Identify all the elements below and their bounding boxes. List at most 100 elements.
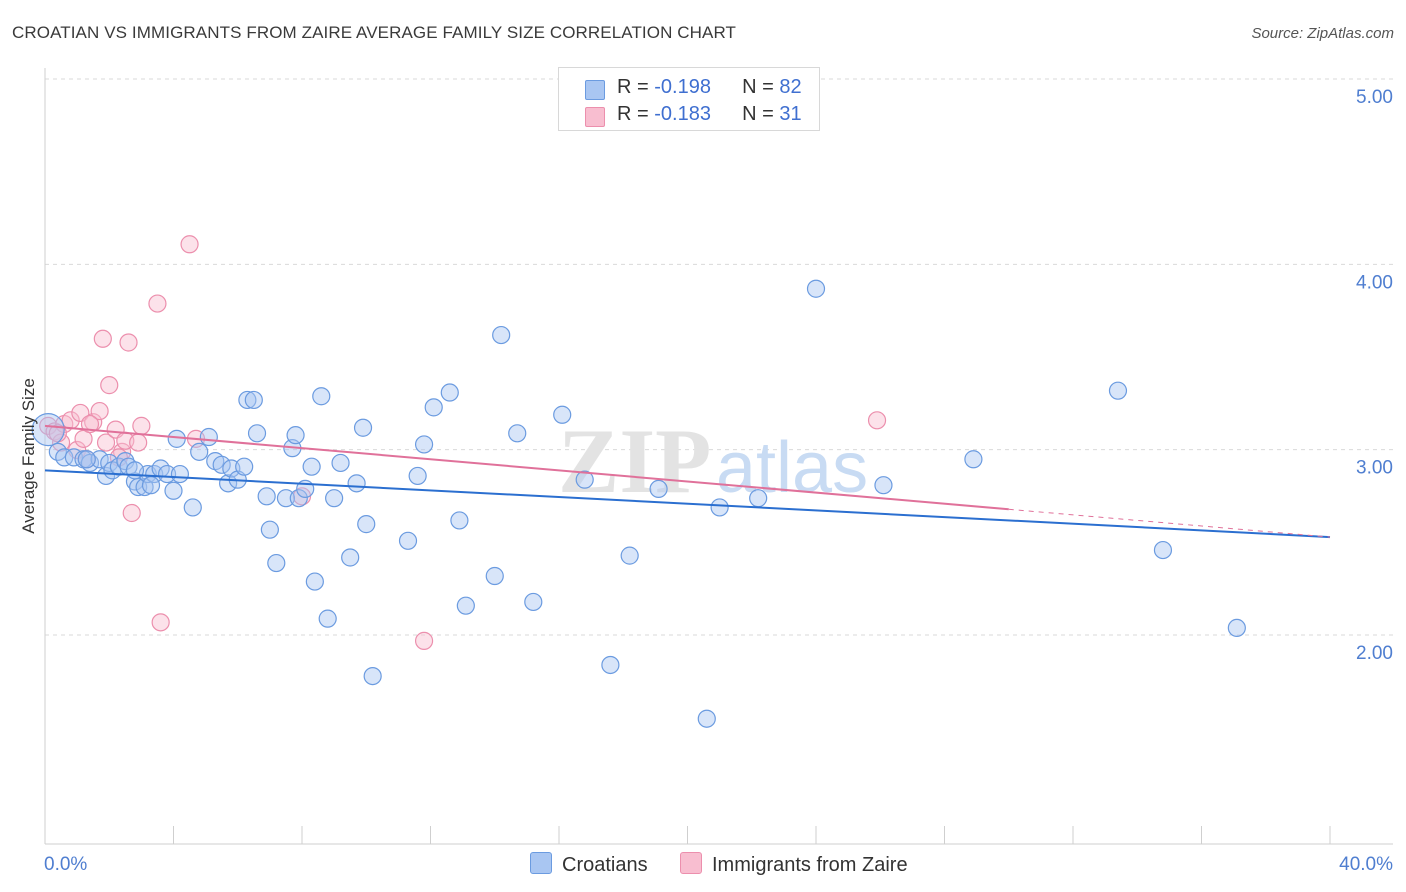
data-point-croatians bbox=[1153, 540, 1173, 560]
chart-title: CROATIAN VS IMMIGRANTS FROM ZAIRE AVERAG… bbox=[12, 23, 737, 42]
data-point-croatians bbox=[806, 279, 826, 298]
data-point-croatians bbox=[289, 489, 308, 508]
watermark: ZIP atlas bbox=[558, 410, 868, 512]
data-point-croatians bbox=[77, 450, 96, 469]
y-tick-label: 3.00 bbox=[1356, 458, 1393, 479]
data-point-croatians bbox=[710, 498, 729, 517]
data-point-croatians bbox=[167, 429, 186, 448]
data-point-croatians bbox=[302, 457, 321, 476]
trend-line-croatians bbox=[44, 469, 1331, 539]
data-point-croatians bbox=[456, 596, 475, 615]
data-point-croatians bbox=[238, 390, 257, 410]
data-point-croatians bbox=[305, 572, 324, 591]
data-point-croatians bbox=[276, 489, 296, 508]
data-point-croatians bbox=[492, 325, 511, 345]
data-point-croatians bbox=[353, 418, 373, 437]
source-label: Source: ZipAtlas.com bbox=[1251, 25, 1394, 42]
data-point-croatians bbox=[347, 474, 366, 493]
data-point-croatians bbox=[1227, 618, 1246, 638]
legend-r-label: R = bbox=[617, 103, 655, 125]
data-point-zaire bbox=[122, 503, 141, 523]
data-point-zaire bbox=[129, 433, 148, 452]
legend-swatch-pink bbox=[585, 107, 605, 127]
data-point-zaire bbox=[100, 376, 119, 395]
data-point-croatians bbox=[398, 531, 418, 550]
watermark-zip: ZIP bbox=[558, 410, 711, 512]
data-point-zaire bbox=[132, 416, 151, 435]
bottom-legend-label: Croatians bbox=[562, 854, 648, 876]
data-point-croatians bbox=[267, 553, 286, 573]
data-point-croatians bbox=[90, 450, 109, 469]
data-point-croatians bbox=[116, 452, 135, 471]
legend-n-label: N = bbox=[742, 103, 780, 125]
y-axis-label: Average Family Size bbox=[19, 378, 38, 534]
data-point-zaire bbox=[148, 294, 167, 313]
y-tick-label: 2.00 bbox=[1356, 643, 1393, 664]
data-point-croatians bbox=[170, 464, 190, 484]
data-point-croatians bbox=[199, 427, 218, 447]
data-point-croatians bbox=[508, 424, 527, 443]
data-point-croatians bbox=[357, 515, 376, 534]
data-point-croatians bbox=[649, 479, 668, 499]
data-point-zaire bbox=[93, 329, 112, 348]
data-point-zaire bbox=[151, 613, 170, 632]
legend-r-value: -0.198 bbox=[654, 76, 711, 98]
data-point-croatians bbox=[157, 464, 177, 484]
data-point-croatians bbox=[964, 450, 983, 469]
data-point-zaire bbox=[867, 411, 887, 430]
bottom-legend-label: Immigrants from Zaire bbox=[712, 854, 908, 876]
legend-r-value: -0.183 bbox=[654, 103, 711, 125]
bottom-legend-zaire: Immigrants from Zaire bbox=[680, 852, 908, 877]
y-tick-label: 5.00 bbox=[1356, 87, 1393, 108]
x-tick-label-max: 40.0% bbox=[1339, 854, 1393, 875]
data-point-croatians bbox=[414, 435, 434, 454]
data-point-croatians bbox=[450, 511, 469, 530]
data-point-croatians bbox=[874, 476, 893, 495]
data-point-croatians bbox=[440, 383, 459, 402]
data-point-zaire bbox=[180, 235, 199, 254]
series-croatians-points bbox=[31, 279, 1246, 728]
data-point-croatians bbox=[575, 470, 594, 489]
legend: R = -0.198 N = 82 R = -0.183 N = 31 bbox=[558, 67, 820, 131]
data-point-croatians bbox=[485, 566, 504, 586]
legend-n-value: 82 bbox=[779, 76, 802, 98]
tick-labels: 2.00 3.00 4.00 5.00 0.0% 40.0% bbox=[44, 87, 1393, 875]
bottom-legend-swatch-blue bbox=[530, 852, 552, 874]
legend-r-label: R = bbox=[617, 76, 655, 98]
data-point-zaire bbox=[414, 631, 434, 650]
data-point-croatians bbox=[55, 448, 74, 467]
data-point-croatians bbox=[183, 498, 202, 517]
legend-n-value: 31 bbox=[779, 103, 802, 125]
data-point-croatians bbox=[164, 481, 183, 500]
trend-line-zaire-extension bbox=[1008, 508, 1331, 538]
data-point-croatians bbox=[312, 387, 331, 406]
grid bbox=[45, 78, 1393, 636]
data-point-croatians bbox=[260, 520, 279, 539]
data-point-croatians bbox=[141, 476, 161, 495]
data-point-croatians bbox=[1108, 381, 1128, 400]
legend-swatch-blue bbox=[585, 80, 605, 100]
data-point-croatians bbox=[620, 546, 639, 565]
trend-lines bbox=[44, 424, 1331, 539]
data-point-croatians bbox=[212, 455, 231, 474]
data-point-croatians bbox=[363, 666, 382, 686]
axes bbox=[44, 68, 1393, 845]
data-point-croatians bbox=[286, 426, 305, 445]
data-point-croatians bbox=[749, 489, 768, 508]
bottom-legend-swatch-pink bbox=[680, 852, 702, 874]
data-point-croatians bbox=[257, 487, 276, 506]
x-tick-label-min: 0.0% bbox=[44, 854, 87, 875]
bottom-legend-croatians: Croatians bbox=[530, 852, 648, 877]
data-point-croatians bbox=[553, 405, 572, 424]
data-point-croatians bbox=[325, 489, 344, 508]
data-point-croatians bbox=[247, 424, 267, 443]
y-tick-label: 4.00 bbox=[1356, 272, 1393, 293]
data-point-croatians bbox=[331, 453, 350, 473]
data-point-croatians bbox=[524, 592, 543, 612]
data-point-zaire bbox=[90, 401, 109, 421]
data-point-zaire bbox=[96, 433, 116, 452]
series-immigrants-from-zaire-points bbox=[39, 235, 887, 650]
data-point-croatians bbox=[244, 390, 263, 410]
data-point-zaire bbox=[119, 333, 138, 352]
